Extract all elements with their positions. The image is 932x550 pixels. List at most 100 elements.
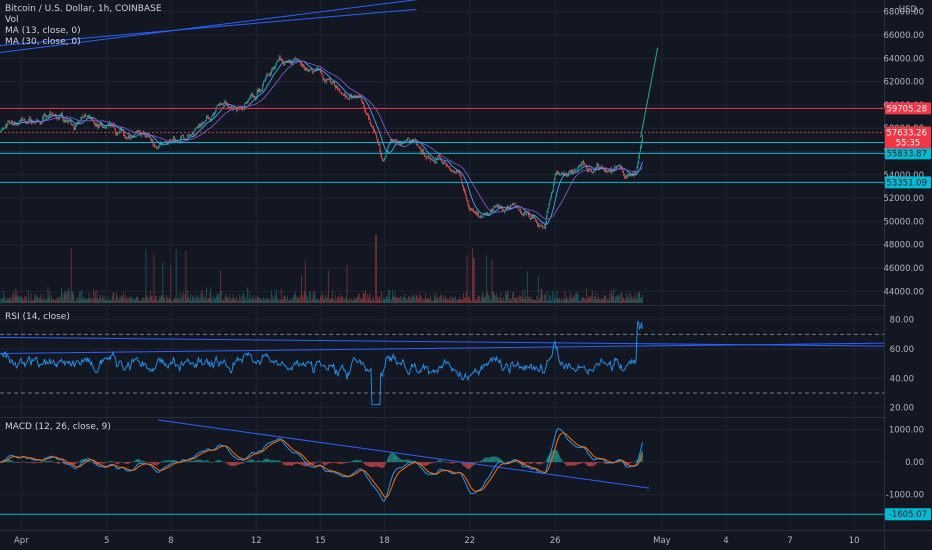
macd-histogram-bar xyxy=(262,460,263,463)
volume-bar xyxy=(210,287,212,303)
macd-histogram-bar xyxy=(29,462,30,463)
volume-bar xyxy=(572,297,574,303)
volume-bar xyxy=(343,298,344,303)
candle-body xyxy=(534,217,536,219)
volume-bar xyxy=(326,298,327,303)
volume-bar xyxy=(536,295,537,303)
candle-body xyxy=(51,114,52,115)
macd-histogram-bar xyxy=(186,462,188,463)
volume-bar xyxy=(537,275,539,303)
candle-body xyxy=(37,119,38,121)
volume-bar xyxy=(176,298,178,303)
macd-histogram-bar xyxy=(597,462,599,463)
volume-bar xyxy=(158,300,159,303)
candle-body xyxy=(123,130,125,135)
volume-bar xyxy=(190,294,191,303)
x-tick-label: 15 xyxy=(315,536,326,546)
volume-bar xyxy=(313,295,315,303)
volume-bar xyxy=(388,290,390,303)
candle-body xyxy=(371,125,373,127)
volume-bar xyxy=(185,250,187,303)
volume-bar xyxy=(103,300,105,303)
volume-bar xyxy=(495,295,496,303)
candle-body xyxy=(313,71,315,73)
macd-histogram-bar xyxy=(121,461,123,463)
candle-body xyxy=(472,209,474,212)
volume-bar xyxy=(624,299,625,303)
volume-bar xyxy=(469,296,471,303)
volume-bar xyxy=(56,298,58,303)
candle-body xyxy=(0,131,2,132)
macd-histogram-bar xyxy=(60,462,61,463)
candle-body xyxy=(245,102,246,104)
candle-body xyxy=(388,144,390,148)
volume-bar xyxy=(295,296,297,303)
y-tick-label: 46000.00 xyxy=(883,264,924,274)
macd-histogram-bar xyxy=(150,462,151,464)
volume-bar xyxy=(38,298,40,303)
candle-body xyxy=(9,121,11,124)
volume-bar xyxy=(58,299,60,303)
volume-bar xyxy=(52,299,53,303)
macd-histogram-bar xyxy=(332,462,334,463)
volume-bar xyxy=(429,299,431,303)
candle-body xyxy=(607,171,609,172)
volume-bar xyxy=(137,297,139,303)
candle-body xyxy=(108,123,109,126)
candle-body xyxy=(109,122,111,126)
macd-histogram-bar xyxy=(594,462,596,465)
volume-bar xyxy=(445,295,447,303)
volume-bar xyxy=(126,297,128,303)
candle-body xyxy=(623,172,625,175)
macd-histogram-bar xyxy=(395,454,397,463)
volume-bar xyxy=(68,288,69,303)
volume-bar xyxy=(449,295,451,303)
macd-histogram-bar xyxy=(82,459,84,463)
macd-histogram-bar xyxy=(21,461,22,463)
macd-histogram-bar xyxy=(160,461,162,463)
volume-bar xyxy=(414,296,415,303)
candle-body xyxy=(641,141,642,147)
macd-histogram-bar xyxy=(501,460,503,463)
volume-bar xyxy=(14,288,16,303)
volume-bar xyxy=(311,300,312,303)
volume-bar xyxy=(187,290,189,303)
macd-histogram-bar xyxy=(12,460,13,463)
macd-histogram-bar xyxy=(85,459,86,463)
macd-histogram-bar xyxy=(39,462,41,463)
candle-body xyxy=(418,146,420,148)
candle-body xyxy=(502,208,504,211)
volume-bar xyxy=(595,298,597,303)
macd-histogram-bar xyxy=(508,461,510,463)
candle-body xyxy=(130,137,132,139)
candle-body xyxy=(282,60,284,62)
macd-histogram-bar xyxy=(556,450,558,463)
macd-histogram-bar xyxy=(401,459,403,463)
macd-histogram-bar xyxy=(271,459,273,463)
macd-histogram-bar xyxy=(234,462,236,466)
volume-bar xyxy=(300,295,302,303)
macd-histogram-bar xyxy=(67,462,68,465)
candle-body xyxy=(444,161,446,163)
macd-histogram-bar xyxy=(367,462,369,467)
legend-main: Bitcoin / U.S. Dollar, 1h, COINBASE Vol … xyxy=(5,4,162,48)
macd-histogram-bar xyxy=(5,460,7,463)
candle-body xyxy=(476,212,478,214)
candle-body xyxy=(246,102,247,103)
macd-histogram-bar xyxy=(585,462,587,465)
candle-body xyxy=(61,112,63,118)
candle-body xyxy=(198,124,200,126)
candle-body xyxy=(496,205,497,207)
candle-body xyxy=(628,173,630,176)
volume-bar xyxy=(491,259,493,303)
macd-histogram-bar xyxy=(576,462,577,466)
volume-bar xyxy=(246,300,247,303)
macd-histogram-bar xyxy=(120,462,122,463)
candle-body xyxy=(437,156,439,159)
macd-histogram-bar xyxy=(432,462,434,464)
macd-histogram-bar xyxy=(217,459,219,463)
volume-bar xyxy=(363,292,365,303)
macd-histogram-bar xyxy=(335,462,337,464)
candle-body xyxy=(311,69,312,71)
